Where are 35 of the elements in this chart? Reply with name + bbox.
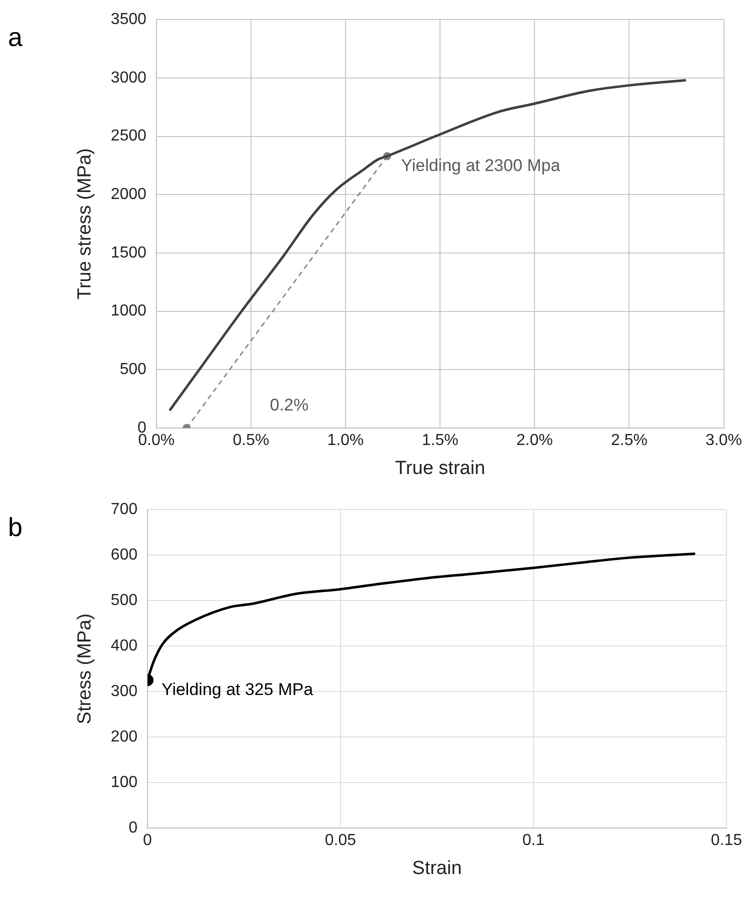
y-tick-label: 2500 [110, 128, 146, 145]
chart-title: b [8, 512, 22, 543]
x-tick-label: 3.0% [706, 432, 742, 450]
x-tick-label: 2.5% [610, 432, 648, 450]
x-tick-label: 1.0% [327, 432, 364, 450]
y-tick-label: 700 [110, 501, 138, 518]
annotation: Yielding at 325 MPa [161, 680, 314, 699]
annotation: 0.2% [270, 396, 309, 415]
y-tick-label: 500 [120, 361, 146, 378]
x-tick-label: 0.05 [324, 832, 356, 850]
y-tick-label: 600 [110, 546, 138, 564]
y-tick-label: 400 [110, 637, 138, 654]
y-tick-label: 300 [110, 682, 138, 700]
y-tick-label: 1500 [110, 244, 146, 262]
line-series [168, 79, 688, 412]
y-axis-title: True stress (MPa) [74, 148, 96, 300]
x-tick-label: 2.0% [516, 432, 553, 450]
y-tick-label: 3500 [110, 11, 146, 28]
x-tick-label: 0.15 [710, 832, 742, 850]
y-tick-label: 200 [110, 728, 138, 746]
x-axis-title: Strain [412, 858, 462, 879]
y-tick-label: 0 [128, 819, 138, 836]
y-tick-label: 3000 [110, 69, 146, 86]
y-tick-label: 1000 [110, 302, 146, 320]
y-tick-label: 2000 [110, 186, 146, 204]
x-tick-label: 1.5% [422, 432, 458, 450]
x-tick-label: 0.5% [232, 432, 270, 450]
y-tick-label: 500 [110, 592, 138, 609]
annotation: Yielding at 2300 Mpa [401, 156, 561, 175]
chart-title: a [8, 22, 22, 53]
y-axis-title: Stress (MPa) [74, 613, 96, 724]
x-tick-label: 0.0% [138, 432, 175, 450]
y-tick-label: 100 [110, 774, 138, 791]
x-axis-title: True strain [395, 458, 486, 479]
x-tick-label: 0.1 [522, 832, 545, 850]
